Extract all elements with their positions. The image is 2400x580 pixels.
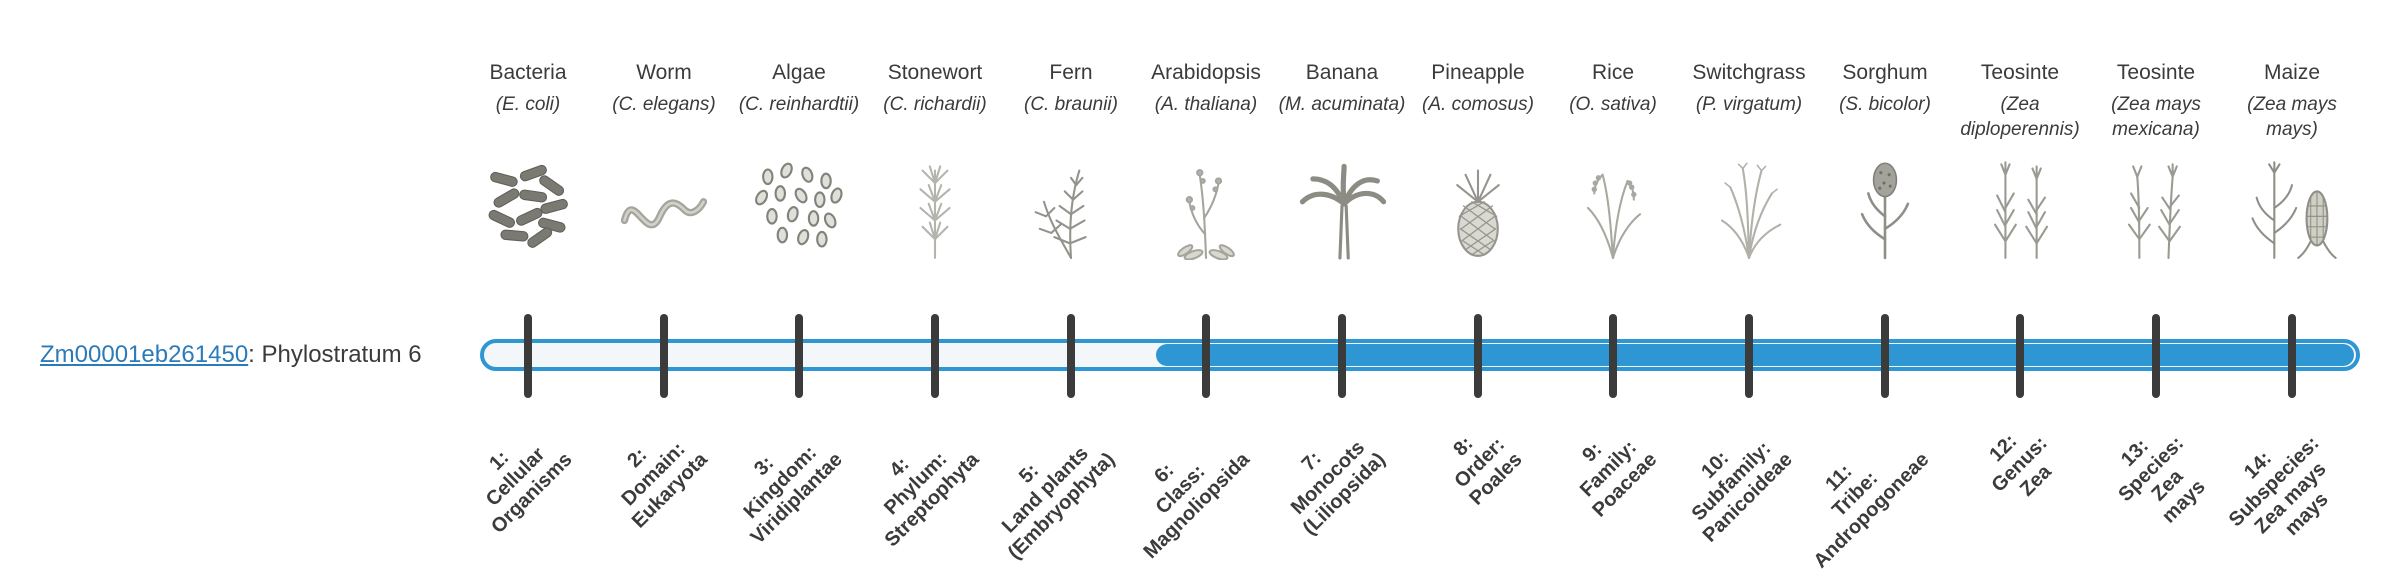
arabidopsis-illustration	[1136, 148, 1276, 260]
organism-common-name: Switchgrass	[1692, 61, 1806, 84]
organism-common-name: Bacteria	[489, 61, 567, 84]
organism-teosinte-diploperennis: Teosinte (Zea diploperennis)	[1950, 58, 2090, 260]
organism-common-name: Stonewort	[887, 61, 983, 84]
worm-illustration	[594, 148, 734, 260]
stratum-tick-8	[1474, 314, 1482, 398]
stratum-tick-10	[1745, 314, 1753, 398]
stratum-tick-14	[2288, 314, 2296, 398]
pineapple-illustration	[1408, 148, 1548, 260]
organism-common-name: Teosinte	[1980, 61, 2060, 84]
organism-common-name: Banana	[1305, 61, 1379, 84]
gene-phylostratum-suffix: : Phylostratum 6	[248, 341, 422, 368]
phylostratum-label-7: 7: Monocots (Liliopsida)	[1287, 436, 1391, 540]
stratum-tick-1	[524, 314, 532, 398]
organism-scientific-name: (Zea mays mays)	[2247, 94, 2337, 140]
organism-scientific-name: (Zea diploperennis)	[1960, 94, 2080, 140]
stratum-tick-12	[2016, 314, 2024, 398]
rice-illustration	[1543, 148, 1683, 260]
organism-common-name: Arabidopsis	[1151, 61, 1261, 84]
organism-scientific-name: (O. sativa)	[1569, 94, 1657, 115]
organism-common-name: Rice	[1591, 61, 1634, 84]
organism-scientific-name: (C. richardii)	[883, 94, 987, 115]
stonewort-illustration	[865, 148, 1005, 260]
phylostratum-label-11: 11: Tribe: Andropogoneae	[1809, 448, 1934, 573]
stratum-tick-13	[2152, 314, 2160, 398]
organism-rice: Rice (O. sativa)	[1543, 58, 1683, 260]
organism-scientific-name: (A. comosus)	[1422, 94, 1534, 115]
organism-scientific-name: (A. thaliana)	[1154, 94, 1258, 115]
algae-illustration	[729, 148, 869, 260]
gene-label: Zm00001eb261450: Phylostratum 6	[40, 341, 422, 369]
organism-teosinte-mexicana: Teosinte (Zea mays mexicana)	[2086, 58, 2226, 260]
phylostratum-label-6: 6: Class: Magnoliopsida	[1139, 448, 1255, 564]
organism-scientific-name: (M. acuminata)	[1278, 94, 1406, 115]
organism-banana: Banana (M. acuminata)	[1272, 58, 1412, 260]
organism-stonewort: Stonewort (C. richardii)	[865, 58, 1005, 260]
phylostratum-label-5: 5: Land plants (Embryophyta)	[997, 442, 1120, 564]
organism-scientific-name: (E. coli)	[495, 94, 561, 115]
stratum-tick-6	[1202, 314, 1210, 398]
teosinte-diploperennis-illustration	[1950, 148, 2090, 260]
phylostratum-label-12: 12: Genus: Zea	[1985, 430, 2056, 501]
stratum-tick-5	[1067, 314, 1075, 398]
stratum-tick-9	[1609, 314, 1617, 398]
phylostratum-label-2: 2: Domain: Eukaryota	[617, 438, 713, 533]
fern-illustration	[1001, 148, 1141, 260]
organism-common-name: Algae	[772, 61, 826, 84]
organism-scientific-name: (C. reinhardtii)	[738, 94, 860, 115]
organism-common-name: Teosinte	[2116, 61, 2196, 84]
organism-switchgrass: Switchgrass (P. virgatum)	[1679, 58, 1819, 260]
gene-id-link[interactable]: Zm00001eb261450	[40, 341, 249, 368]
maize-illustration	[2222, 148, 2362, 260]
phylostratum-label-9: 9: Family: Poaceae	[1575, 436, 1662, 522]
phylostratum-label-10: 10: Subfamily: Panicoideae	[1687, 437, 1798, 547]
organism-scientific-name: (S. bicolor)	[1839, 94, 1931, 115]
phylostratum-bar-track	[480, 339, 2360, 371]
organism-maize: Maize (Zea mays mays)	[2222, 58, 2362, 260]
phylostratum-label-14: 14: Subspecies: Zea mays mays	[2224, 432, 2333, 541]
bacteria-illustration	[458, 148, 598, 260]
organism-fern: Fern (C. braunii)	[1001, 58, 1141, 260]
stratum-tick-7	[1338, 314, 1346, 398]
organism-bacteria: Bacteria (E. coli)	[458, 58, 598, 260]
organism-common-name: Worm	[636, 61, 692, 84]
switchgrass-illustration	[1679, 148, 1819, 260]
organism-arabidopsis: Arabidopsis (A. thaliana)	[1136, 58, 1276, 260]
organism-scientific-name: (C. braunii)	[1024, 94, 1118, 115]
organism-common-name: Fern	[1049, 61, 1093, 84]
organism-common-name: Sorghum	[1842, 61, 1928, 84]
phylostratum-label-8: 8: Order: Poales	[1448, 432, 1527, 510]
organism-pineapple: Pineapple (A. comosus)	[1408, 58, 1548, 260]
teosinte-mexicana-illustration	[2086, 148, 2226, 260]
organism-scientific-name: (C. elegans)	[612, 94, 716, 115]
organism-common-name: Pineapple	[1431, 61, 1525, 84]
banana-illustration	[1272, 148, 1412, 260]
organism-sorghum: Sorghum (S. bicolor)	[1815, 58, 1955, 260]
organism-scientific-name: (P. virgatum)	[1695, 94, 1803, 115]
organism-worm: Worm (C. elegans)	[594, 58, 734, 260]
stratum-tick-4	[931, 314, 939, 398]
phylostratum-label-4: 4: Phylum: Streptophyta	[879, 447, 984, 552]
stratum-tick-3	[795, 314, 803, 398]
stratum-tick-2	[660, 314, 668, 398]
phylostratum-label-3: 3: Kingdom: Viridiplantae	[739, 441, 848, 549]
phylostratum-bar-fill	[1156, 344, 2354, 366]
organism-common-name: Maize	[2263, 61, 2321, 84]
phylostratum-label-13: 13: Species: Zea mays	[2114, 432, 2210, 528]
organism-algae: Algae (C. reinhardtii)	[729, 58, 869, 260]
organism-scientific-name: (Zea mays mexicana)	[2111, 94, 2201, 140]
sorghum-illustration	[1815, 148, 1955, 260]
phylostratum-label-1: 1: Cellular Organisms	[481, 443, 577, 538]
stratum-tick-11	[1881, 314, 1889, 398]
